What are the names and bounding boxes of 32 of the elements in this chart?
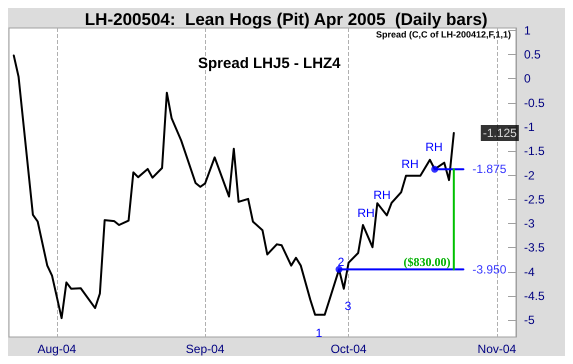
y-tick-label: -2 (524, 168, 535, 182)
annotation: RH (401, 157, 419, 171)
annotation: 3 (344, 299, 352, 313)
chart-title: LH-200504: Lean Hogs (Pit) Apr 2005 (Daily bars) (84, 10, 488, 29)
line-series (12, 54, 455, 320)
y-tick-label: -4 (524, 264, 535, 279)
annotation: 1 (316, 326, 323, 340)
y-tick-label: -2.5 (524, 192, 546, 206)
annotation: Spread (C,C of LH-200412,F,1,1) (376, 30, 512, 40)
y-tick-label: -5 (524, 313, 535, 328)
annotation: -3.950 (472, 262, 507, 276)
annotation: 2 (338, 255, 345, 269)
y-tick-label: -0.5 (524, 96, 546, 110)
annotation: RH (357, 206, 375, 220)
annotation: ($830.00) (404, 255, 450, 269)
annotation: RH (425, 140, 443, 154)
x-tick-label: Aug-04 (37, 342, 76, 356)
y-tick-label: -1.5 (524, 144, 546, 158)
x-tick-label: Oct-04 (330, 342, 367, 356)
y-tick-label: 0.5 (524, 48, 542, 62)
x-tick-label: Sep-04 (186, 342, 225, 356)
y-tick-label: 0 (524, 72, 531, 86)
y-tick-label: -3.5 (524, 240, 546, 255)
x-tick-label: Nov-04 (478, 342, 517, 356)
annotation: -1.875 (472, 162, 507, 176)
y-tick-label: 1 (524, 23, 531, 38)
annotation: -1.125 (482, 126, 518, 140)
y-tick-label: -3 (524, 216, 535, 231)
annotation: RH (373, 188, 391, 202)
y-tick-label: -1 (524, 120, 535, 134)
annotation: Spread LHJ5 - LHZ4 (198, 55, 342, 72)
y-tick-label: -4.5 (524, 288, 546, 303)
